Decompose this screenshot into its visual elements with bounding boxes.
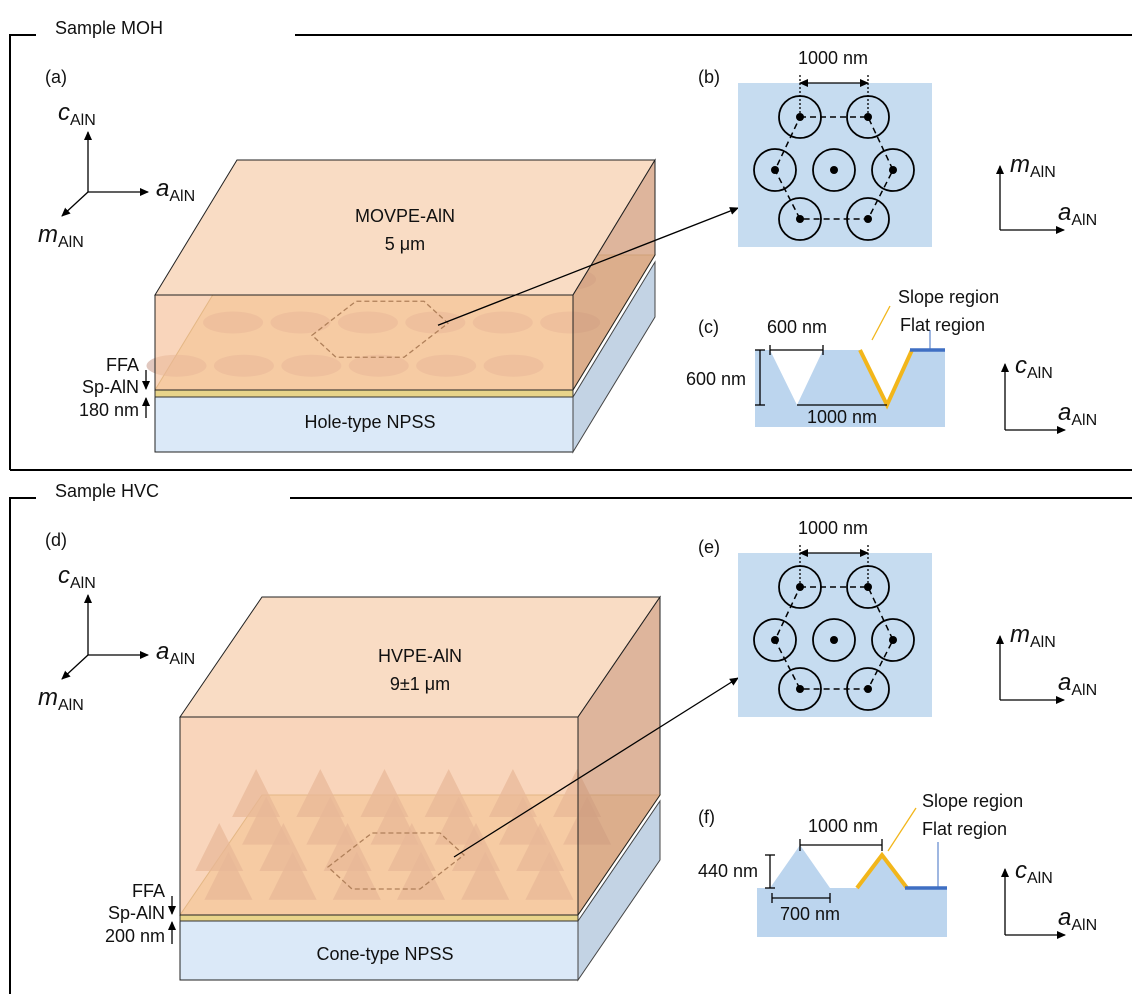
axis-subscript: AlN (1030, 164, 1056, 181)
label: Slope region (898, 287, 999, 307)
axis-symbol: c (1015, 352, 1027, 379)
label: 9±1 μm (390, 674, 450, 694)
sp-layer (180, 915, 578, 921)
pattern-dot (864, 685, 872, 693)
label: Sp-AlN (108, 903, 165, 923)
film-front (155, 295, 573, 390)
label: 200 nm (105, 926, 165, 946)
axis-subscript: AlN (169, 651, 195, 668)
line (872, 306, 890, 340)
axis-label: aAlN (1058, 669, 1097, 699)
axis-symbol: m (1010, 621, 1030, 648)
axis-symbol: c (58, 99, 70, 126)
label: (a) (45, 67, 67, 87)
figure: Sample MOH(a)cAlNaAlNmAlNMOVPE-AlN5 μmHo… (0, 0, 1132, 994)
label: (f) (698, 807, 715, 827)
label: Sample MOH (55, 18, 163, 38)
axis-subscript: AlN (58, 697, 84, 714)
axis-label: cAlN (1015, 352, 1053, 382)
axis-symbol: m (38, 221, 58, 248)
axis-subscript: AlN (1071, 212, 1097, 229)
pattern-dot (889, 636, 897, 644)
axis-label: mAlN (38, 221, 84, 251)
axis-symbol: c (58, 562, 70, 589)
axis-subscript: AlN (1027, 870, 1053, 887)
label: (c) (698, 317, 719, 337)
plan-substrate (738, 553, 932, 717)
label: Cone-type NPSS (316, 944, 453, 964)
label: Slope region (922, 791, 1023, 811)
plan-substrate (738, 83, 932, 247)
axis-symbol: m (1010, 151, 1030, 178)
axis-symbol: a (156, 175, 169, 202)
label: Flat region (900, 315, 985, 335)
axis-subscript: AlN (1071, 917, 1097, 934)
axis-symbol: a (1058, 669, 1071, 696)
axis-label: mAlN (1010, 151, 1056, 181)
label: 700 nm (780, 904, 840, 924)
pattern-dot (771, 636, 779, 644)
axis-subscript: AlN (1071, 412, 1097, 429)
axis-subscript: AlN (169, 188, 195, 205)
film-top (155, 160, 655, 295)
label: Hole-type NPSS (304, 412, 435, 432)
label: 1000 nm (807, 407, 877, 427)
axis-label: cAlN (58, 562, 96, 592)
axis-symbol: a (1058, 199, 1071, 226)
axis-label: cAlN (58, 99, 96, 129)
axis-subscript: AlN (70, 112, 96, 129)
axis-symbol: a (1058, 399, 1071, 426)
pattern-dot (796, 215, 804, 223)
axis-subscript: AlN (1071, 682, 1097, 699)
axis-label: cAlN (1015, 857, 1053, 887)
pattern-dot (830, 636, 838, 644)
label: (b) (698, 67, 720, 87)
label: 600 nm (686, 369, 746, 389)
axis-label: aAlN (1058, 904, 1097, 934)
label: Flat region (922, 819, 1007, 839)
axis-symbol: c (1015, 857, 1027, 884)
label: 5 μm (385, 234, 425, 254)
axis-subscript: AlN (1030, 634, 1056, 651)
label: Sample HVC (55, 481, 159, 501)
label: 440 nm (698, 861, 758, 881)
label: 1000 nm (798, 48, 868, 68)
pattern-dot (771, 166, 779, 174)
axis-subscript: AlN (70, 575, 96, 592)
label: 600 nm (767, 317, 827, 337)
axis-label: aAlN (1058, 199, 1097, 229)
label: FFA (132, 881, 165, 901)
axis-symbol: m (38, 684, 58, 711)
page: {"sections": [ {"title": "Sample MOH", "… (0, 0, 1132, 994)
label: 1000 nm (798, 518, 868, 538)
axis-symbol: a (1058, 904, 1071, 931)
pattern-dot (830, 166, 838, 174)
label: FFA (106, 355, 139, 375)
pattern-dot (796, 685, 804, 693)
axis-subscript: AlN (1027, 365, 1053, 382)
axis-label: mAlN (38, 684, 84, 714)
label: (d) (45, 530, 67, 550)
axis-label: aAlN (1058, 399, 1097, 429)
label: MOVPE-AlN (355, 206, 455, 226)
label: HVPE-AlN (378, 646, 462, 666)
line (888, 808, 916, 851)
label: 180 nm (79, 400, 139, 420)
axis-label: aAlN (156, 638, 195, 668)
axis-symbol: a (156, 638, 169, 665)
line (62, 655, 88, 679)
axis-label: aAlN (156, 175, 195, 205)
label: 1000 nm (808, 816, 878, 836)
label: (e) (698, 537, 720, 557)
pattern-dot (889, 166, 897, 174)
sp-layer (155, 390, 573, 397)
line (62, 192, 88, 216)
label: Sp-AlN (82, 377, 139, 397)
axis-subscript: AlN (58, 234, 84, 251)
axis-label: mAlN (1010, 621, 1056, 651)
pattern-dot (864, 215, 872, 223)
